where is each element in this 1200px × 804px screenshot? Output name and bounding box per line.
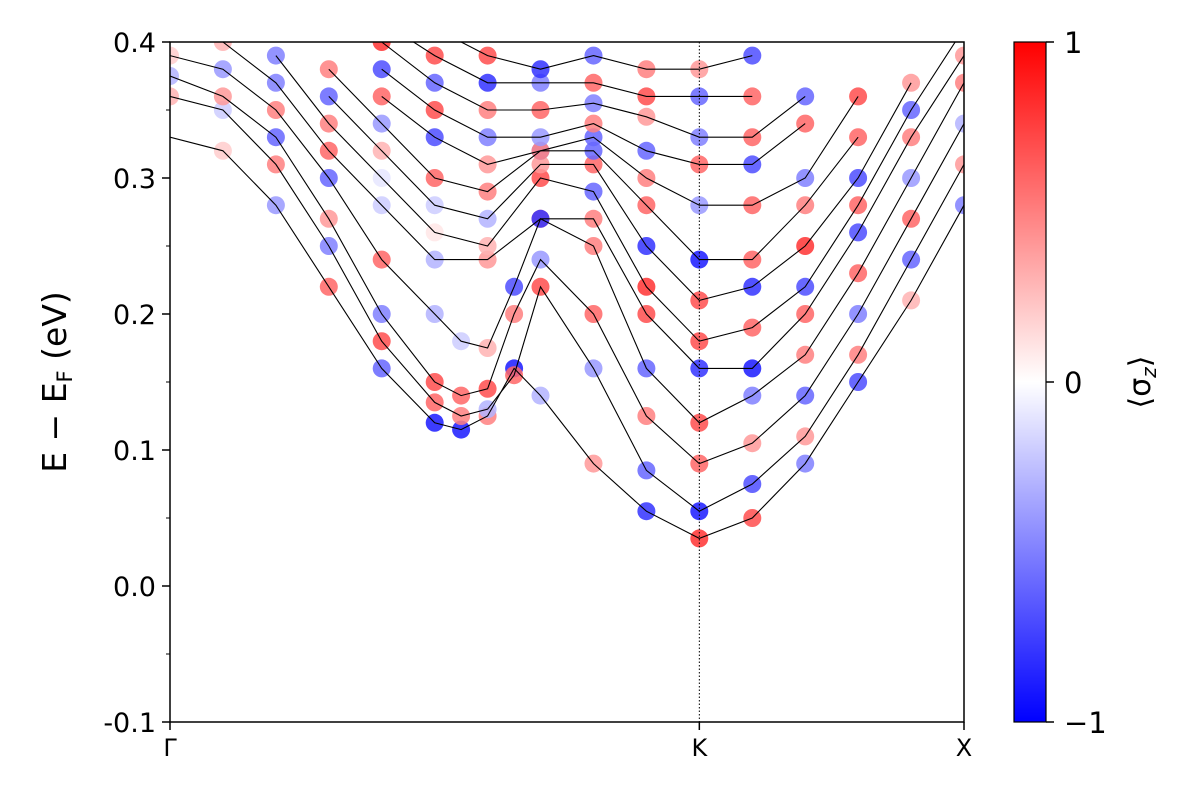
y-tick-label: 0.4 bbox=[113, 28, 156, 59]
spin-point bbox=[426, 19, 444, 37]
colorbar bbox=[1013, 41, 1047, 723]
band-line-1 bbox=[170, 136, 964, 540]
band-line-6 bbox=[275, 42, 956, 342]
y-tick-label: 0.1 bbox=[113, 436, 156, 467]
spin-point bbox=[955, 46, 964, 65]
spin-point bbox=[955, 19, 973, 37]
plot-marks bbox=[161, 13, 973, 548]
y-axis-label: E − EF (eV) bbox=[35, 291, 77, 473]
band-line-10 bbox=[381, 68, 806, 165]
band-line-4 bbox=[170, 55, 964, 424]
colorbar-tick-label: 1 bbox=[1064, 26, 1082, 60]
spin-point bbox=[373, 13, 391, 31]
x-tick-label: X bbox=[956, 734, 972, 762]
spin-point bbox=[372, 42, 391, 51]
x-tick-label: Γ bbox=[163, 734, 177, 762]
y-tick-label: 0.3 bbox=[113, 164, 156, 195]
y-tick-label: -0.1 bbox=[103, 708, 156, 739]
spin-point bbox=[170, 67, 179, 85]
colorbar-label: ⟨σz⟩ bbox=[1123, 356, 1161, 409]
band-line-5 bbox=[220, 42, 964, 369]
band-line-9 bbox=[381, 95, 859, 206]
colorbar-ticks: 1 0 −1 bbox=[1046, 26, 1107, 740]
band-line-11 bbox=[381, 42, 806, 138]
y-axis-ticks: 0.4 0.3 0.2 0.1 0.0 -0.1 bbox=[103, 28, 170, 739]
band-line-13 bbox=[459, 42, 753, 70]
band-lines bbox=[170, 42, 964, 540]
x-tick-label: K bbox=[691, 734, 708, 762]
band-line-8 bbox=[328, 68, 859, 261]
band-line-3 bbox=[170, 75, 964, 465]
spin-point bbox=[170, 46, 179, 65]
spin-point bbox=[170, 128, 179, 147]
spin-point bbox=[161, 19, 179, 37]
y-tick-label: 0.0 bbox=[113, 572, 156, 603]
colorbar-tick-label: −1 bbox=[1064, 706, 1107, 740]
band-line-7 bbox=[328, 82, 912, 302]
band-line-12 bbox=[412, 42, 753, 97]
band-line-2 bbox=[170, 95, 964, 512]
colorbar-tick-label: 0 bbox=[1064, 366, 1082, 400]
spin-point bbox=[213, 42, 232, 51]
y-tick-label: 0.2 bbox=[113, 300, 156, 331]
spin-point bbox=[170, 87, 179, 106]
